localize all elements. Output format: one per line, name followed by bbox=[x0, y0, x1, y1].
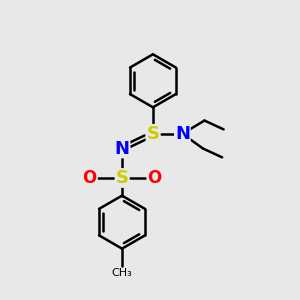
Text: N: N bbox=[175, 125, 190, 143]
Text: S: S bbox=[146, 125, 159, 143]
Text: O: O bbox=[82, 169, 97, 187]
Text: O: O bbox=[147, 169, 161, 187]
Text: N: N bbox=[115, 140, 130, 158]
Text: S: S bbox=[116, 169, 128, 187]
Text: CH₃: CH₃ bbox=[112, 268, 132, 278]
